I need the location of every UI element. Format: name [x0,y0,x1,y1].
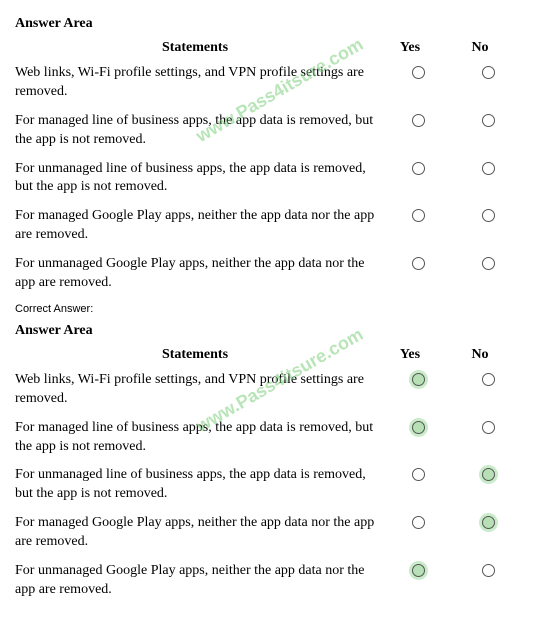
no-cell [453,255,523,270]
no-radio[interactable] [482,209,495,222]
no-radio[interactable] [482,162,495,175]
header-yes-bottom: Yes [375,347,445,363]
no-radio[interactable] [482,421,495,434]
statement-text: For unmanaged Google Play apps, neither … [15,255,383,293]
yes-cell [383,160,453,175]
statement-row: For unmanaged line of business apps, the… [15,160,534,198]
statement-row: For managed Google Play apps, neither th… [15,514,534,552]
statement-row: For managed line of business apps, the a… [15,419,534,457]
yes-radio[interactable] [412,468,425,481]
yes-cell [383,419,453,434]
statement-row: Web links, Wi-Fi profile settings, and V… [15,64,534,102]
statement-text: For managed Google Play apps, neither th… [15,514,383,552]
no-cell [453,112,523,127]
answer-area-title-top: Answer Area [15,16,534,32]
no-radio[interactable] [482,257,495,270]
statement-text: For managed line of business apps, the a… [15,419,383,457]
header-statements-top: Statements [15,40,375,56]
yes-cell [383,112,453,127]
header-row-bottom: Statements Yes No [15,347,534,363]
yes-radio[interactable] [412,209,425,222]
yes-radio[interactable] [412,373,425,386]
no-cell [453,64,523,79]
yes-radio[interactable] [412,564,425,577]
yes-radio[interactable] [412,114,425,127]
statement-text: For managed line of business apps, the a… [15,112,383,150]
no-cell [453,160,523,175]
statement-text: For unmanaged line of business apps, the… [15,160,383,198]
no-cell [453,466,523,481]
yes-cell [383,466,453,481]
no-cell [453,207,523,222]
header-yes-top: Yes [375,40,445,56]
correct-answer-label: Correct Answer: [15,303,534,315]
no-cell [453,514,523,529]
yes-radio[interactable] [412,421,425,434]
yes-cell [383,514,453,529]
yes-cell [383,207,453,222]
statement-row: For managed Google Play apps, neither th… [15,207,534,245]
no-radio[interactable] [482,516,495,529]
header-statements-bottom: Statements [15,347,375,363]
yes-radio[interactable] [412,66,425,79]
no-cell [453,562,523,577]
statement-text: For unmanaged Google Play apps, neither … [15,562,383,600]
no-radio[interactable] [482,114,495,127]
yes-cell [383,255,453,270]
statement-row: Web links, Wi-Fi profile settings, and V… [15,371,534,409]
yes-cell [383,371,453,386]
answer-area-title-bottom: Answer Area [15,323,534,339]
statement-text: Web links, Wi-Fi profile settings, and V… [15,371,383,409]
header-row-top: Statements Yes No [15,40,534,56]
no-radio[interactable] [482,373,495,386]
statement-row: For unmanaged line of business apps, the… [15,466,534,504]
no-radio[interactable] [482,468,495,481]
no-cell [453,419,523,434]
no-radio[interactable] [482,564,495,577]
statement-row: For unmanaged Google Play apps, neither … [15,255,534,293]
yes-radio[interactable] [412,516,425,529]
no-radio[interactable] [482,66,495,79]
yes-radio[interactable] [412,257,425,270]
yes-radio[interactable] [412,162,425,175]
header-no-bottom: No [445,347,515,363]
statement-text: For managed Google Play apps, neither th… [15,207,383,245]
header-no-top: No [445,40,515,56]
yes-cell [383,64,453,79]
no-cell [453,371,523,386]
statement-row: For managed line of business apps, the a… [15,112,534,150]
yes-cell [383,562,453,577]
statement-text: For unmanaged line of business apps, the… [15,466,383,504]
statement-text: Web links, Wi-Fi profile settings, and V… [15,64,383,102]
statement-row: For unmanaged Google Play apps, neither … [15,562,534,600]
